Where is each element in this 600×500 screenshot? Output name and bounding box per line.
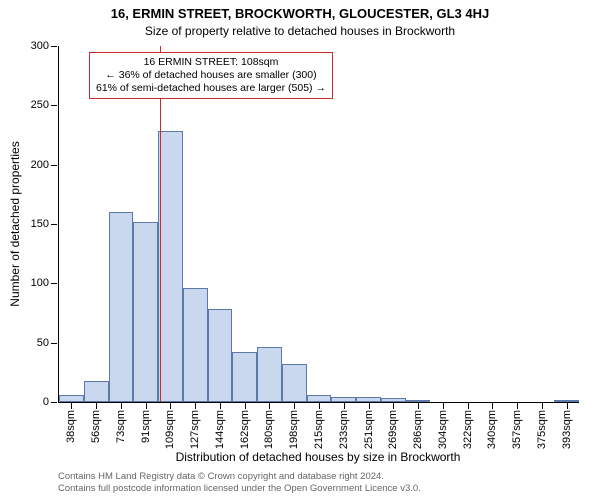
x-tick [567, 403, 568, 409]
histogram-bar [307, 395, 332, 402]
x-tick [71, 403, 72, 409]
y-tick-label: 100 [31, 277, 49, 289]
histogram-bar [282, 364, 307, 402]
x-tick-label: 198sqm [288, 410, 300, 449]
histogram-bar [158, 131, 183, 402]
annotation-box: 16 ERMIN STREET: 108sqm← 36% of detached… [89, 52, 333, 99]
y-tick-label: 0 [43, 396, 49, 408]
x-tick [393, 403, 394, 409]
x-tick [344, 403, 345, 409]
x-tick [294, 403, 295, 409]
histogram-bar [356, 397, 381, 402]
x-tick-label: 215sqm [313, 410, 325, 449]
histogram-bar [331, 397, 356, 402]
x-tick [492, 403, 493, 409]
x-tick-label: 286sqm [412, 410, 424, 449]
x-tick-label: 340sqm [486, 410, 498, 449]
y-tick-label: 300 [31, 40, 49, 52]
x-tick-label: 375sqm [536, 410, 548, 449]
x-tick [418, 403, 419, 409]
x-tick-label: 180sqm [263, 410, 275, 449]
x-tick-label: 127sqm [189, 410, 201, 449]
y-axis-label: Number of detached properties [8, 141, 22, 306]
annotation-line-3: 61% of semi-detached houses are larger (… [96, 82, 326, 95]
x-tick-label: 322sqm [462, 410, 474, 449]
footer-line-1: Contains HM Land Registry data © Crown c… [58, 471, 421, 482]
x-tick-label: 91sqm [140, 410, 152, 443]
annotation-line-2: ← 36% of detached houses are smaller (30… [96, 69, 326, 82]
x-tick [220, 403, 221, 409]
x-tick-label: 144sqm [214, 410, 226, 449]
x-tick [369, 403, 370, 409]
x-tick-label: 73sqm [115, 410, 127, 443]
x-tick [319, 403, 320, 409]
histogram-bar [554, 400, 579, 402]
x-tick-label: 56sqm [90, 410, 102, 443]
y-tick-label: 200 [31, 159, 49, 171]
histogram-bar [257, 347, 282, 402]
x-tick [195, 403, 196, 409]
x-tick [517, 403, 518, 409]
x-axis-label: Distribution of detached houses by size … [58, 450, 578, 464]
x-tick-label: 38sqm [65, 410, 77, 443]
plot-area: Number of detached properties 0501001502… [58, 46, 579, 403]
histogram-bar [381, 398, 406, 402]
annotation-line-1: 16 ERMIN STREET: 108sqm [96, 56, 326, 69]
footer-attribution: Contains HM Land Registry data © Crown c… [58, 471, 421, 494]
y-tick-label: 250 [31, 99, 49, 111]
histogram-bar [406, 400, 431, 402]
x-tick [146, 403, 147, 409]
y-tick [51, 402, 57, 403]
histogram-bar [109, 212, 134, 402]
x-tick-label: 109sqm [164, 410, 176, 449]
y-tick [51, 343, 57, 344]
x-tick-label: 162sqm [239, 410, 251, 449]
x-tick-label: 304sqm [437, 410, 449, 449]
bars-layer [59, 46, 579, 402]
footer-line-2: Contains full postcode information licen… [58, 483, 421, 494]
x-tick-label: 269sqm [387, 410, 399, 449]
chart-title: 16, ERMIN STREET, BROCKWORTH, GLOUCESTER… [0, 6, 600, 21]
x-tick [170, 403, 171, 409]
x-tick [468, 403, 469, 409]
y-tick [51, 165, 57, 166]
x-tick-label: 233sqm [338, 410, 350, 449]
chart-subtitle: Size of property relative to detached ho… [0, 24, 600, 38]
histogram-bar [232, 352, 257, 402]
reference-line [160, 46, 161, 402]
histogram-bar [59, 395, 84, 402]
histogram-bar [183, 288, 208, 402]
x-tick [96, 403, 97, 409]
x-tick [245, 403, 246, 409]
histogram-bar [84, 381, 109, 402]
y-tick-label: 150 [31, 218, 49, 230]
x-tick [443, 403, 444, 409]
y-tick [51, 46, 57, 47]
y-tick [51, 283, 57, 284]
histogram-bar [208, 309, 233, 402]
x-tick-label: 393sqm [561, 410, 573, 449]
x-tick [121, 403, 122, 409]
y-tick [51, 224, 57, 225]
x-tick [269, 403, 270, 409]
x-tick-label: 357sqm [511, 410, 523, 449]
x-tick-label: 251sqm [363, 410, 375, 449]
x-tick [542, 403, 543, 409]
y-tick [51, 105, 57, 106]
histogram-bar [133, 222, 158, 402]
y-tick-label: 50 [37, 337, 49, 349]
